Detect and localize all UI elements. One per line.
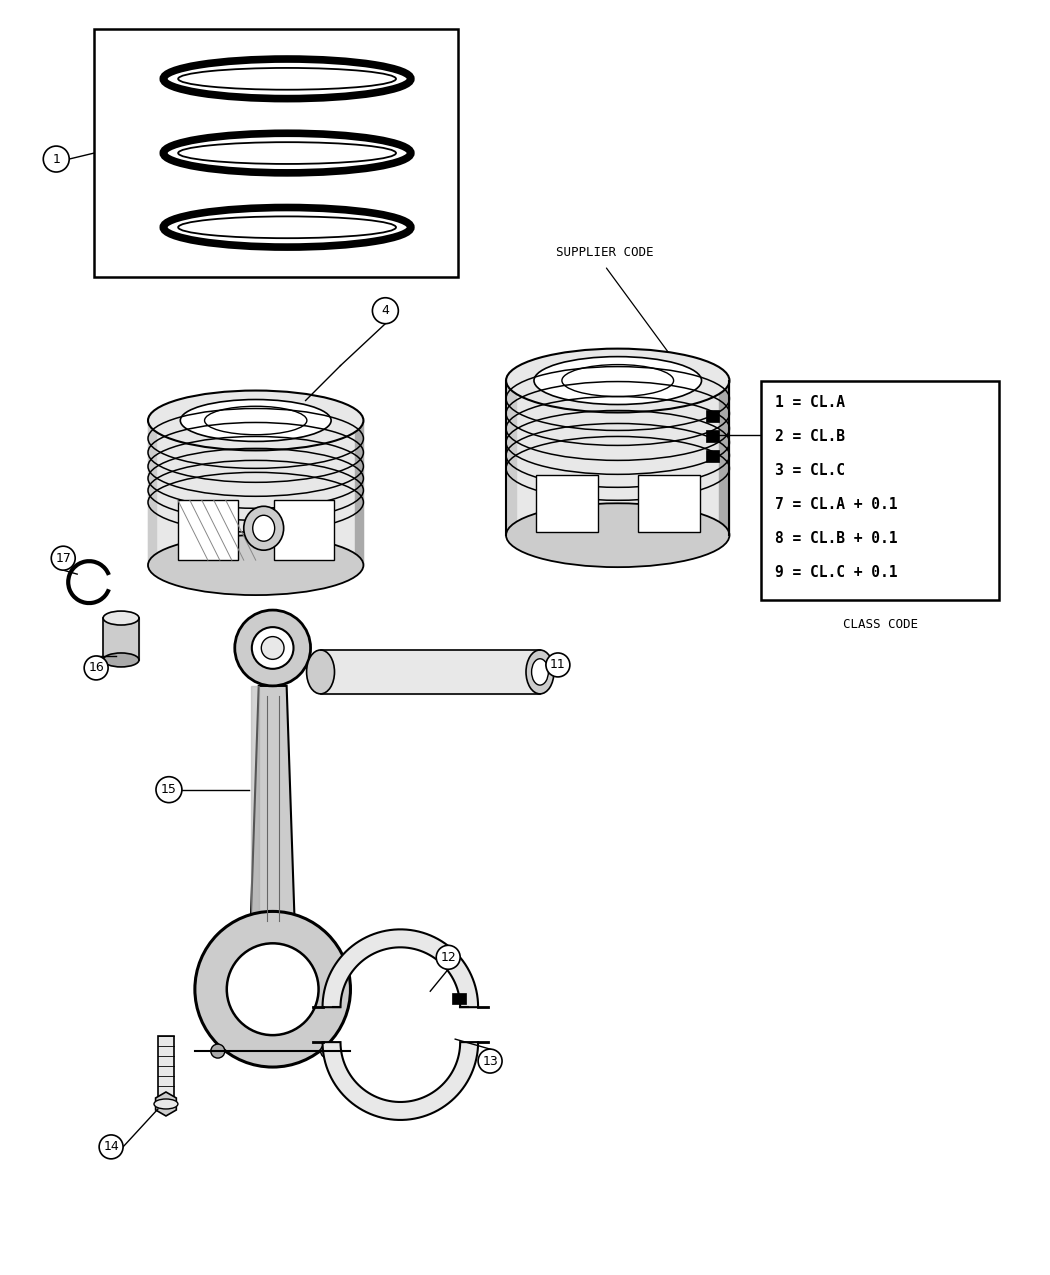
Text: CLASS CODE: CLASS CODE bbox=[842, 618, 918, 631]
Ellipse shape bbox=[506, 348, 730, 413]
Polygon shape bbox=[506, 380, 730, 536]
Polygon shape bbox=[251, 686, 295, 922]
Ellipse shape bbox=[227, 944, 318, 1035]
Ellipse shape bbox=[154, 1099, 177, 1109]
Ellipse shape bbox=[244, 506, 284, 551]
Ellipse shape bbox=[562, 365, 674, 397]
Polygon shape bbox=[274, 500, 334, 560]
Polygon shape bbox=[536, 476, 597, 532]
Text: 16: 16 bbox=[88, 662, 104, 674]
Text: 8 = CL.B + 0.1: 8 = CL.B + 0.1 bbox=[775, 530, 898, 546]
Circle shape bbox=[51, 546, 76, 570]
Ellipse shape bbox=[178, 217, 396, 238]
Text: 1: 1 bbox=[52, 153, 60, 166]
Text: SUPPLIER CODE: SUPPLIER CODE bbox=[556, 246, 653, 259]
Polygon shape bbox=[148, 421, 156, 565]
Polygon shape bbox=[103, 618, 139, 660]
Text: 17: 17 bbox=[56, 552, 71, 565]
Ellipse shape bbox=[164, 208, 411, 247]
Text: 7 = CL.A + 0.1: 7 = CL.A + 0.1 bbox=[775, 497, 898, 511]
Bar bbox=[761, 380, 999, 601]
Polygon shape bbox=[148, 421, 363, 565]
Polygon shape bbox=[356, 421, 363, 565]
Polygon shape bbox=[322, 1042, 478, 1119]
Ellipse shape bbox=[307, 650, 335, 694]
Polygon shape bbox=[637, 476, 699, 532]
Ellipse shape bbox=[164, 59, 411, 98]
Ellipse shape bbox=[526, 650, 554, 694]
Ellipse shape bbox=[148, 390, 363, 450]
Ellipse shape bbox=[164, 134, 411, 173]
Ellipse shape bbox=[205, 407, 307, 435]
Text: 9 = CL.C + 0.1: 9 = CL.C + 0.1 bbox=[775, 565, 898, 580]
Ellipse shape bbox=[103, 653, 139, 667]
Ellipse shape bbox=[181, 399, 331, 441]
Text: 14: 14 bbox=[103, 1140, 119, 1154]
Ellipse shape bbox=[252, 627, 294, 669]
Circle shape bbox=[373, 298, 398, 324]
Polygon shape bbox=[320, 650, 540, 694]
Polygon shape bbox=[155, 1091, 176, 1116]
Circle shape bbox=[43, 147, 69, 172]
Circle shape bbox=[546, 653, 570, 677]
Text: 15: 15 bbox=[161, 783, 176, 796]
Circle shape bbox=[84, 655, 108, 680]
Polygon shape bbox=[251, 686, 258, 922]
Ellipse shape bbox=[178, 143, 396, 164]
Text: 13: 13 bbox=[482, 1054, 498, 1067]
Bar bbox=[158, 1037, 174, 1105]
Ellipse shape bbox=[531, 659, 548, 685]
Text: 4: 4 bbox=[381, 305, 390, 317]
Circle shape bbox=[478, 1049, 502, 1074]
Ellipse shape bbox=[235, 609, 311, 686]
Bar bbox=[706, 411, 719, 422]
Polygon shape bbox=[177, 500, 237, 560]
Ellipse shape bbox=[320, 1044, 335, 1058]
Circle shape bbox=[99, 1135, 123, 1159]
Ellipse shape bbox=[195, 912, 351, 1067]
Text: 11: 11 bbox=[550, 658, 566, 672]
Text: 3 = CL.C: 3 = CL.C bbox=[775, 463, 845, 478]
Text: 1 = CL.A: 1 = CL.A bbox=[775, 395, 845, 411]
Bar bbox=[453, 993, 466, 1005]
Ellipse shape bbox=[178, 68, 396, 89]
Bar bbox=[706, 431, 719, 442]
Text: 12: 12 bbox=[440, 951, 456, 964]
Polygon shape bbox=[719, 380, 730, 536]
Ellipse shape bbox=[506, 504, 730, 567]
Ellipse shape bbox=[261, 636, 285, 659]
Ellipse shape bbox=[103, 611, 139, 625]
Bar bbox=[94, 29, 458, 277]
Circle shape bbox=[436, 945, 460, 969]
Ellipse shape bbox=[534, 357, 701, 404]
Polygon shape bbox=[506, 380, 516, 536]
Ellipse shape bbox=[253, 515, 275, 541]
Circle shape bbox=[156, 776, 182, 803]
Ellipse shape bbox=[211, 1044, 225, 1058]
Ellipse shape bbox=[148, 536, 363, 595]
Polygon shape bbox=[322, 929, 478, 1007]
Text: 2 = CL.B: 2 = CL.B bbox=[775, 428, 845, 444]
Bar bbox=[706, 450, 719, 463]
